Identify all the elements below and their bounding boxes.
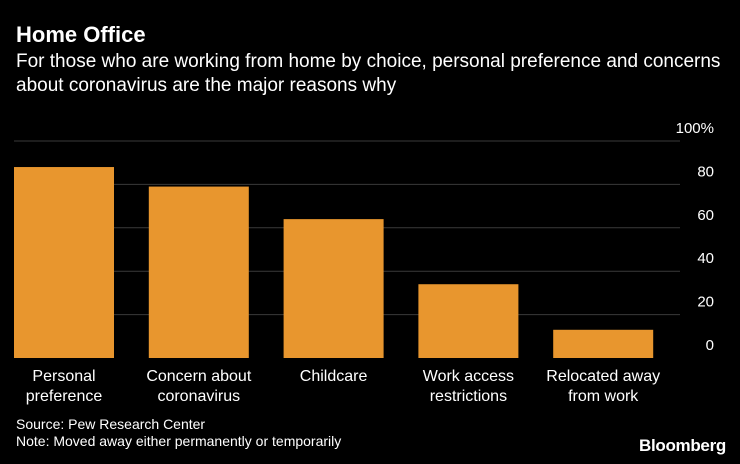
y-tick-label: 100% [676, 120, 714, 137]
chart-title: Home Office [16, 22, 146, 47]
x-axis-labels: Personal preference Concern about coronavir… [26, 368, 660, 405]
y-tick-label: 0 [706, 337, 714, 354]
bar [418, 284, 519, 358]
chart-footer: Source: Pew Research Center Note: Moved … [16, 416, 341, 450]
bloomberg-logo: Bloomberg [638, 436, 726, 455]
x-category-label: Relocated away from work [546, 368, 660, 405]
y-tick-label: 80 [697, 163, 714, 180]
y-tick-label: 60 [697, 207, 714, 224]
y-axis-ticks: 0 20 40 60 80 100% [676, 120, 714, 354]
bar [283, 219, 384, 358]
bar [14, 167, 114, 358]
bars [14, 167, 654, 358]
x-category-label: Childcare [300, 368, 368, 385]
x-category-label: Personal preference [26, 368, 103, 405]
y-tick-label: 20 [697, 294, 714, 311]
y-tick-label: 40 [697, 250, 714, 267]
bar [148, 186, 249, 358]
chart-subtitle: For those who are working from home by c… [16, 51, 721, 96]
source-note: Source: Pew Research Center [16, 416, 206, 432]
x-category-label: Concern about coronavirus [146, 368, 252, 405]
bar [553, 329, 654, 358]
x-category-label: Work access restrictions [423, 368, 514, 405]
footnote: Note: Moved away either permanently or t… [16, 433, 342, 449]
